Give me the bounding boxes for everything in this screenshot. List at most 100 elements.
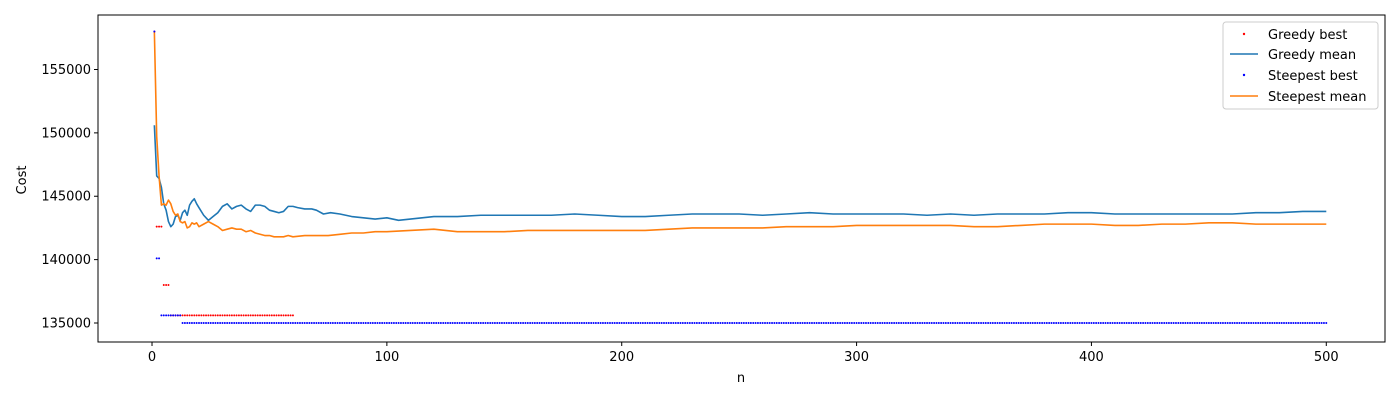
marker-steepest-best xyxy=(205,321,208,324)
marker-steepest-best xyxy=(801,321,804,324)
marker-steepest-best xyxy=(735,321,738,324)
marker-steepest-best xyxy=(1095,321,1098,324)
marker-steepest-best xyxy=(1198,321,1201,324)
marker-steepest-best xyxy=(176,314,179,317)
marker-steepest-best xyxy=(519,321,522,324)
marker-steepest-best xyxy=(425,321,428,324)
marker-steepest-best xyxy=(1280,321,1283,324)
marker-steepest-best xyxy=(411,321,414,324)
marker-greedy-best xyxy=(223,314,226,317)
marker-steepest-best xyxy=(872,321,875,324)
legend-text-greedy-best: Greedy best xyxy=(1268,28,1347,43)
marker-steepest-best xyxy=(392,321,395,324)
marker-steepest-best xyxy=(639,321,642,324)
marker-steepest-best xyxy=(1043,321,1046,324)
marker-steepest-best xyxy=(1163,321,1166,324)
marker-steepest-best xyxy=(895,321,898,324)
marker-steepest-best xyxy=(975,321,978,324)
marker-steepest-best xyxy=(733,321,736,324)
marker-steepest-best xyxy=(1128,321,1131,324)
marker-steepest-best xyxy=(1031,321,1034,324)
marker-steepest-best xyxy=(479,321,482,324)
marker-steepest-best xyxy=(482,321,485,324)
marker-steepest-best xyxy=(507,321,510,324)
x-tick-label: 200 xyxy=(609,350,634,365)
marker-steepest-best xyxy=(738,321,741,324)
marker-steepest-best xyxy=(726,321,729,324)
marker-steepest-best xyxy=(879,321,882,324)
marker-steepest-best xyxy=(695,321,698,324)
marker-steepest-best xyxy=(1024,321,1027,324)
marker-steepest-best xyxy=(1017,321,1020,324)
marker-steepest-best xyxy=(468,321,471,324)
legend: Greedy best Greedy mean Steepest best St… xyxy=(1222,21,1379,110)
marker-steepest-best xyxy=(613,321,616,324)
marker-steepest-best xyxy=(298,321,301,324)
marker-steepest-best xyxy=(465,321,468,324)
marker-steepest-best xyxy=(547,321,550,324)
marker-steepest-best xyxy=(484,321,487,324)
marker-steepest-best xyxy=(338,321,341,324)
marker-steepest-best xyxy=(625,321,628,324)
marker-steepest-best xyxy=(181,321,184,324)
marker-steepest-best xyxy=(1045,321,1048,324)
marker-steepest-best xyxy=(1212,321,1215,324)
marker-steepest-best xyxy=(681,321,684,324)
marker-steepest-best xyxy=(331,321,334,324)
marker-steepest-best xyxy=(395,321,398,324)
marker-steepest-best xyxy=(512,321,515,324)
marker-steepest-best xyxy=(371,321,374,324)
marker-steepest-best xyxy=(362,321,365,324)
legend-text-steepest-best: Steepest best xyxy=(1268,69,1358,84)
marker-steepest-best xyxy=(1283,321,1286,324)
marker-steepest-best xyxy=(1097,321,1100,324)
marker-steepest-best xyxy=(747,321,750,324)
marker-steepest-best xyxy=(327,321,330,324)
marker-greedy-best xyxy=(254,314,257,317)
marker-steepest-best xyxy=(1231,321,1234,324)
marker-steepest-best xyxy=(179,314,182,317)
marker-steepest-best xyxy=(834,321,837,324)
marker-steepest-best xyxy=(1191,321,1194,324)
marker-steepest-best xyxy=(900,321,903,324)
marker-steepest-best xyxy=(698,321,701,324)
plot-frame xyxy=(97,14,1386,343)
marker-steepest-best xyxy=(564,321,567,324)
marker-steepest-best xyxy=(857,321,860,324)
marker-steepest-best xyxy=(954,321,957,324)
marker-greedy-best xyxy=(259,314,262,317)
marker-steepest-best xyxy=(430,321,433,324)
marker-greedy-best xyxy=(256,314,259,317)
marker-steepest-best xyxy=(1029,321,1032,324)
marker-steepest-best xyxy=(367,321,370,324)
marker-steepest-best xyxy=(660,321,663,324)
marker-steepest-best xyxy=(503,321,506,324)
marker-steepest-best xyxy=(611,321,614,324)
marker-steepest-best xyxy=(289,321,292,324)
marker-steepest-best xyxy=(754,321,757,324)
marker-steepest-best xyxy=(768,321,771,324)
marker-steepest-best xyxy=(277,321,280,324)
marker-steepest-best xyxy=(306,321,309,324)
marker-steepest-best xyxy=(428,321,431,324)
marker-steepest-best xyxy=(1207,321,1210,324)
x-axis-label: n xyxy=(737,371,745,386)
marker-steepest-best xyxy=(1109,321,1112,324)
marker-steepest-best xyxy=(195,321,198,324)
marker-steepest-best xyxy=(421,321,424,324)
marker-steepest-best xyxy=(162,314,165,317)
marker-steepest-best xyxy=(169,314,172,317)
marker-steepest-best xyxy=(883,321,886,324)
marker-steepest-best xyxy=(317,321,320,324)
marker-steepest-best xyxy=(1189,321,1192,324)
marker-steepest-best xyxy=(1003,321,1006,324)
marker-steepest-best xyxy=(1172,321,1175,324)
marker-steepest-best xyxy=(1264,321,1267,324)
marker-steepest-best xyxy=(284,321,287,324)
marker-steepest-best xyxy=(1275,321,1278,324)
marker-steepest-best xyxy=(1071,321,1074,324)
marker-greedy-best xyxy=(155,225,158,228)
marker-steepest-best xyxy=(1066,321,1069,324)
y-tick-label: 145000 xyxy=(41,190,91,205)
